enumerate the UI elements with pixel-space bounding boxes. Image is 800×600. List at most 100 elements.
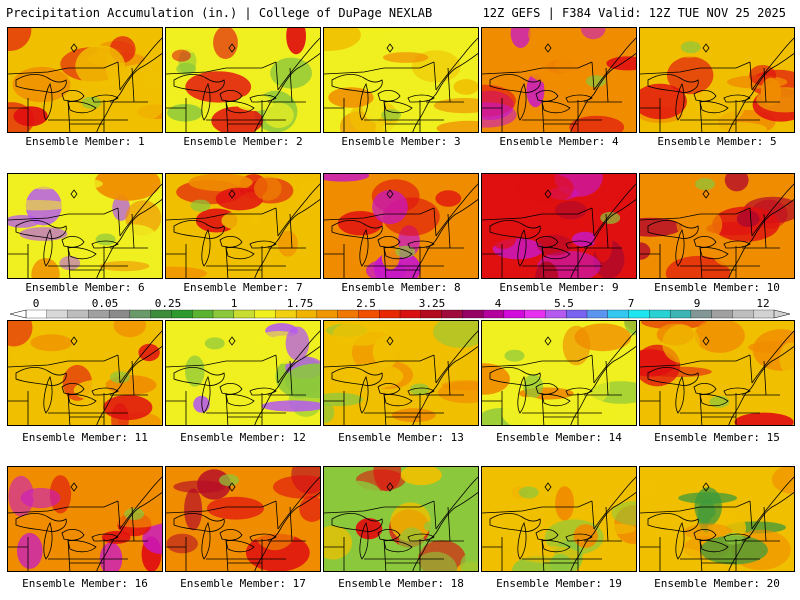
colorbar-swatch — [545, 309, 567, 319]
colorbar-swatch — [233, 309, 256, 319]
colorbar-swatch — [379, 309, 401, 319]
colorbar-swatch — [337, 309, 359, 319]
colorbar-tick-label: 5.5 — [554, 297, 574, 310]
colorbar-swatch — [88, 309, 110, 319]
colorbar-swatch — [420, 309, 443, 319]
colorbar-tick-label: 12 — [756, 297, 770, 310]
ensemble-member-map — [481, 320, 637, 426]
colorbar-tick-label: 1 — [230, 297, 238, 310]
colorbar-right-arrow — [773, 309, 791, 319]
colorbar-swatch — [46, 309, 69, 319]
run-info: 12Z GEFS | F384 Valid: 12Z TUE NOV 25 20… — [482, 6, 786, 20]
colorbar-swatch — [462, 309, 484, 319]
precip-field — [640, 467, 794, 571]
colorbar-swatch — [524, 309, 546, 319]
precip-field — [324, 174, 478, 278]
ensemble-member-label: Ensemble Member: 16 — [22, 577, 148, 590]
colorbar-swatch — [649, 309, 671, 319]
precip-field — [640, 174, 794, 278]
precip-field — [8, 174, 162, 278]
colorbar-swatch — [690, 309, 713, 319]
precip-field — [482, 28, 636, 132]
ensemble-member-map — [323, 466, 479, 572]
colorbar-swatch — [212, 309, 235, 319]
ensemble-member-label: Ensemble Member: 7 — [183, 281, 303, 294]
colorbar-left-arrow — [9, 309, 27, 319]
colorbar-swatch — [192, 309, 214, 319]
colorbar-swatch — [275, 309, 297, 319]
precip-field — [324, 28, 478, 132]
ensemble-member-map — [7, 320, 163, 426]
ensemble-member-map — [323, 173, 479, 279]
precip-field — [166, 321, 320, 425]
colorbar-tick-label: 0.25 — [154, 297, 182, 310]
colorbar-swatch — [254, 309, 276, 319]
colorbar-tick-label: 0.05 — [91, 297, 119, 310]
precip-field — [8, 467, 162, 571]
colorbar-swatch — [295, 309, 318, 319]
ensemble-member-label: Ensemble Member: 17 — [180, 577, 306, 590]
ensemble-member-map — [639, 320, 795, 426]
ensemble-member-map — [481, 27, 637, 133]
precip-field — [482, 467, 636, 571]
colorbar-swatch — [669, 309, 692, 319]
colorbar-swatch — [753, 309, 775, 319]
ensemble-member-label: Ensemble Member: 3 — [341, 135, 461, 148]
ensemble-member-label: Ensemble Member: 1 — [25, 135, 145, 148]
colorbar-tick-label: 4 — [494, 297, 502, 310]
ensemble-member-label: Ensemble Member: 15 — [654, 431, 780, 444]
colorbar-tick-label: 1.75 — [286, 297, 314, 310]
ensemble-member-map — [323, 27, 479, 133]
ensemble-member-label: Ensemble Member: 12 — [180, 431, 306, 444]
colorbar-swatch — [108, 309, 131, 319]
colorbar-tick-label: 9 — [693, 297, 701, 310]
colorbar-tick-label: 0 — [32, 297, 40, 310]
colorbar-swatch — [566, 309, 588, 319]
precip-field — [640, 321, 794, 425]
ensemble-member-map — [639, 27, 795, 133]
precip-field — [8, 28, 162, 132]
precip-field — [166, 467, 320, 571]
ensemble-member-map — [639, 173, 795, 279]
ensemble-member-label: Ensemble Member: 6 — [25, 281, 145, 294]
ensemble-member-map — [639, 466, 795, 572]
ensemble-member-map — [7, 466, 163, 572]
colorbar-swatch — [482, 309, 505, 319]
colorbar-swatch — [441, 309, 463, 319]
colorbar-swatch — [67, 309, 89, 319]
precipitation-colorbar — [9, 309, 791, 319]
precip-field — [324, 321, 478, 425]
precip-field — [166, 174, 320, 278]
ensemble-member-label: Ensemble Member: 2 — [183, 135, 303, 148]
ensemble-member-map — [481, 466, 637, 572]
ensemble-member-map — [323, 320, 479, 426]
ensemble-member-label: Ensemble Member: 9 — [499, 281, 619, 294]
colorbar-swatch — [358, 309, 380, 319]
colorbar-swatch — [399, 309, 422, 319]
colorbar-tick-label: 3.25 — [418, 297, 446, 310]
ensemble-member-map — [7, 173, 163, 279]
ensemble-member-map — [481, 173, 637, 279]
ensemble-member-label: Ensemble Member: 14 — [496, 431, 622, 444]
precip-field — [482, 321, 636, 425]
ensemble-member-label: Ensemble Member: 13 — [338, 431, 464, 444]
colorbar-swatch — [586, 309, 609, 319]
precip-field — [640, 28, 794, 132]
colorbar-swatch — [732, 309, 754, 319]
colorbar-swatch — [150, 309, 172, 319]
ensemble-member-map — [165, 320, 321, 426]
precip-field — [8, 321, 162, 425]
precip-field — [482, 174, 636, 278]
colorbar-swatch — [711, 309, 733, 319]
ensemble-member-label: Ensemble Member: 11 — [22, 431, 148, 444]
colorbar-swatch — [503, 309, 526, 319]
colorbar-swatch — [316, 309, 339, 319]
ensemble-member-label: Ensemble Member: 20 — [654, 577, 780, 590]
precip-field — [324, 467, 478, 571]
precip-field — [166, 28, 320, 132]
ensemble-member-label: Ensemble Member: 5 — [657, 135, 777, 148]
colorbar-swatch — [25, 309, 48, 319]
colorbar-swatch — [171, 309, 193, 319]
colorbar-tick-label: 7 — [627, 297, 635, 310]
ensemble-member-label: Ensemble Member: 4 — [499, 135, 619, 148]
